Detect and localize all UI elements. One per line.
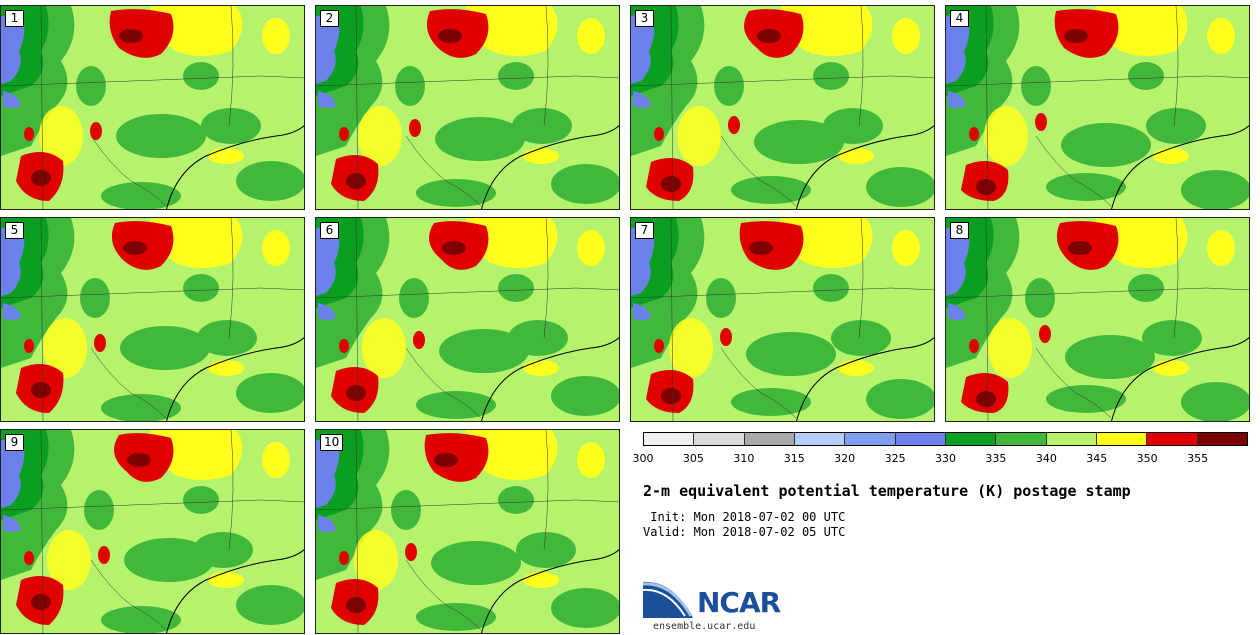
colorbar-swatch bbox=[945, 433, 997, 445]
colorbar-tick-label: 320 bbox=[834, 452, 856, 465]
colorbar-tick-label: 330 bbox=[935, 452, 956, 465]
colorbar-swatch bbox=[694, 433, 745, 445]
colorbar-swatch bbox=[1046, 433, 1097, 445]
ensemble-member-map: 6 bbox=[315, 217, 620, 422]
ensemble-member-map: 5 bbox=[0, 217, 305, 422]
colorbar-tick-label: 335 bbox=[985, 452, 1007, 465]
member-number-label: 6 bbox=[320, 222, 339, 239]
time-info: Init: Mon 2018-07-02 00 UTC Valid: Mon 2… bbox=[643, 510, 845, 540]
ensemble-member-map: 9 bbox=[0, 429, 305, 634]
ncar-logo-icon bbox=[643, 581, 693, 618]
site-url: ensemble.ucar.edu bbox=[653, 621, 756, 632]
colorbar-swatch bbox=[996, 433, 1047, 445]
colorbar-tick-label: 310 bbox=[733, 452, 755, 465]
map-field bbox=[1, 218, 304, 421]
ensemble-member-map: 1 bbox=[0, 5, 305, 210]
colorbar-tick-label: 350 bbox=[1136, 452, 1158, 465]
ensemble-member-map: 2 bbox=[315, 5, 620, 210]
member-number-label: 7 bbox=[635, 222, 654, 239]
colorbar-tick-label: 305 bbox=[682, 452, 704, 465]
colorbar-tick-label: 315 bbox=[783, 452, 805, 465]
colorbar-swatch bbox=[895, 433, 946, 445]
valid-time: Valid: Mon 2018-07-02 05 UTC bbox=[643, 525, 846, 539]
member-number-label: 3 bbox=[635, 10, 654, 27]
colorbar bbox=[643, 432, 1248, 446]
colorbar-tick-label: 340 bbox=[1035, 452, 1057, 465]
ensemble-member-map: 3 bbox=[630, 5, 935, 210]
member-number-label: 10 bbox=[320, 434, 344, 451]
colorbar-tick-label: 345 bbox=[1086, 452, 1108, 465]
colorbar-swatch bbox=[744, 433, 795, 445]
map-field bbox=[1, 430, 304, 633]
ensemble-member-map: 7 bbox=[630, 217, 935, 422]
ensemble-member-map: 10 bbox=[315, 429, 620, 634]
init-time: Init: Mon 2018-07-02 00 UTC bbox=[643, 510, 846, 524]
map-field bbox=[631, 218, 934, 421]
member-number-label: 5 bbox=[5, 222, 24, 239]
map-field bbox=[946, 218, 1249, 421]
colorbar-swatch bbox=[794, 433, 846, 445]
map-field bbox=[316, 218, 619, 421]
member-number-label: 2 bbox=[320, 10, 339, 27]
map-field bbox=[631, 6, 934, 209]
map-field bbox=[946, 6, 1249, 209]
map-field bbox=[316, 430, 619, 633]
colorbar-tick-label: 325 bbox=[884, 452, 906, 465]
map-field bbox=[316, 6, 619, 209]
colorbar-swatch bbox=[644, 433, 695, 445]
colorbar-swatch bbox=[1147, 433, 1198, 445]
ensemble-member-map: 8 bbox=[945, 217, 1250, 422]
colorbar-tick-label: 355 bbox=[1187, 452, 1209, 465]
plot-title: 2-m equivalent potential temperature (K)… bbox=[643, 482, 1131, 500]
member-number-label: 9 bbox=[5, 434, 24, 451]
ensemble-member-map: 4 bbox=[945, 5, 1250, 210]
member-number-label: 1 bbox=[5, 10, 24, 27]
colorbar-tick-label: 300 bbox=[632, 452, 654, 465]
colorbar-swatch bbox=[845, 433, 896, 445]
member-number-label: 8 bbox=[950, 222, 969, 239]
member-number-label: 4 bbox=[950, 10, 969, 27]
colorbar-swatch bbox=[1197, 433, 1247, 445]
logo-text: NCAR bbox=[697, 586, 781, 619]
map-field bbox=[1, 6, 304, 209]
colorbar-swatch bbox=[1096, 433, 1148, 445]
